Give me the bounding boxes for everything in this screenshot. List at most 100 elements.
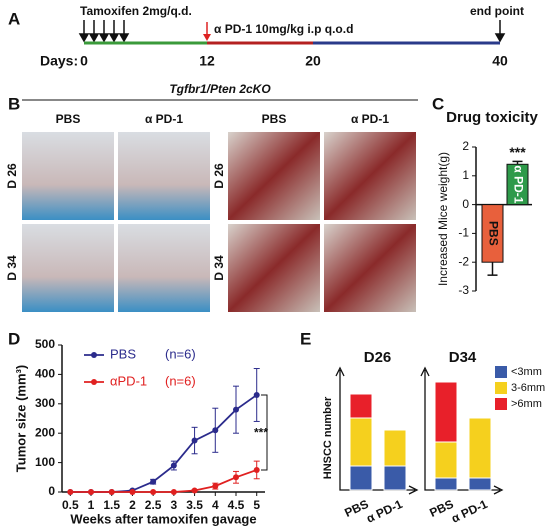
bar-segment <box>468 477 492 491</box>
marker <box>88 489 94 495</box>
day-label: 12 <box>199 53 215 69</box>
marker <box>233 406 239 413</box>
significance: *** <box>254 425 268 439</box>
x-tick-label: 2.5 <box>145 498 162 512</box>
row-label: D 26 <box>5 163 19 189</box>
y-tick-label: -1 <box>458 226 469 240</box>
y-axis-label: Tumor size (mm³) <box>13 365 28 472</box>
legend-label: 3-6mm <box>511 382 545 394</box>
marker <box>150 478 157 485</box>
days-label: Days: <box>40 53 78 69</box>
x-tick-label: 4 <box>212 498 219 512</box>
bar <box>481 204 504 263</box>
y-tick-label: 400 <box>35 367 55 381</box>
y-tick-label: 2 <box>462 139 469 153</box>
photos <box>22 132 416 312</box>
panel-label: B <box>8 94 20 113</box>
chart-title: D34 <box>449 349 477 366</box>
panel-label: D <box>8 329 20 348</box>
chart-title: Drug toxicity <box>446 109 538 126</box>
marker <box>253 466 260 473</box>
legend-swatch <box>495 366 507 378</box>
y-axis-label: Increased Mice weight(g) <box>436 152 450 286</box>
y-tick-label: 100 <box>35 455 55 469</box>
panel-label: C <box>432 94 444 113</box>
bar-segment <box>434 477 458 491</box>
legend-label: PBS <box>110 346 136 361</box>
x-axis-label: Weeks after tamoxifen gavage <box>70 511 256 526</box>
y-tick-label: 300 <box>35 396 55 410</box>
chart-title: D26 <box>364 349 392 366</box>
marker <box>191 437 198 444</box>
marker <box>170 489 177 495</box>
bar-segment <box>434 381 458 443</box>
marker <box>150 489 157 495</box>
legend-label: <3mm <box>511 366 542 378</box>
legend-label: αPD-1 <box>110 373 147 388</box>
column-label: α PD-1 <box>145 112 183 126</box>
y-tick-label: 0 <box>48 484 55 498</box>
treatment-label: α PD-1 10mg/kg i.p q.o.d <box>214 22 353 36</box>
x-tick-label: 1.5 <box>103 498 120 512</box>
series-line <box>70 394 258 493</box>
bar-segment <box>434 441 458 479</box>
marker <box>170 462 177 469</box>
genotype-label: Tgfbr1/Pten 2cKO <box>169 82 271 96</box>
marker <box>233 474 239 481</box>
row-label: D 34 <box>212 255 226 281</box>
legend-label: >6mm <box>511 398 542 410</box>
day-label: 40 <box>492 53 508 69</box>
panel-label: A <box>8 9 20 28</box>
marker <box>129 489 136 495</box>
y-tick-label: 0 <box>462 197 469 211</box>
legend-marker <box>91 352 97 358</box>
x-tick-label: 5 <box>253 498 260 512</box>
bar-label: α PD-1 <box>511 165 525 203</box>
bar-segment <box>468 417 492 479</box>
legend-n: (n=6) <box>165 346 196 361</box>
column-label: α PD-1 <box>351 112 389 126</box>
bar-segment <box>383 465 407 491</box>
bar-segment <box>349 417 373 467</box>
column-label: PBS <box>56 112 81 126</box>
legend-n: (n=6) <box>165 373 196 388</box>
row-label: D 26 <box>212 163 226 189</box>
series-line <box>70 469 258 493</box>
marker <box>191 487 198 494</box>
y-tick-label: 200 <box>35 425 55 439</box>
y-tick-label: 500 <box>35 337 55 351</box>
x-tick-label: 1 <box>88 498 95 512</box>
marker <box>67 489 74 495</box>
bar <box>506 163 529 206</box>
row-label: D 34 <box>5 255 19 281</box>
treatment-arrow <box>203 22 211 41</box>
marker <box>253 391 260 398</box>
significance-bracket <box>261 394 268 471</box>
marker <box>108 489 115 495</box>
y-axis-label: HNSCC number <box>322 396 334 479</box>
significance: *** <box>509 144 526 160</box>
day-label: 0 <box>80 53 88 69</box>
tamoxifen-arrows <box>78 20 506 43</box>
tamoxifen-label: Tamoxifen 2mg/q.d. <box>80 4 192 18</box>
y-tick-label: -2 <box>458 254 469 268</box>
x-tick-label: α PD-1 <box>364 497 405 526</box>
marker <box>212 427 219 434</box>
panel-label: E <box>300 329 311 348</box>
end-label: end point <box>470 4 524 18</box>
x-tick-label: 3 <box>171 498 178 512</box>
bar-segment <box>349 465 373 491</box>
day-label: 20 <box>305 53 321 69</box>
legend-swatch <box>495 398 507 410</box>
y-tick-label: 1 <box>462 168 469 182</box>
bar-label: PBS <box>486 221 500 246</box>
legend-swatch <box>495 382 507 394</box>
bar-segment <box>383 429 407 467</box>
x-tick-label: 0.5 <box>62 498 79 512</box>
x-tick-label: 3.5 <box>186 498 203 512</box>
bar-segment <box>349 393 373 419</box>
x-tick-label: α PD-1 <box>449 497 490 526</box>
x-tick-label: 2 <box>129 498 136 512</box>
marker <box>212 483 219 490</box>
